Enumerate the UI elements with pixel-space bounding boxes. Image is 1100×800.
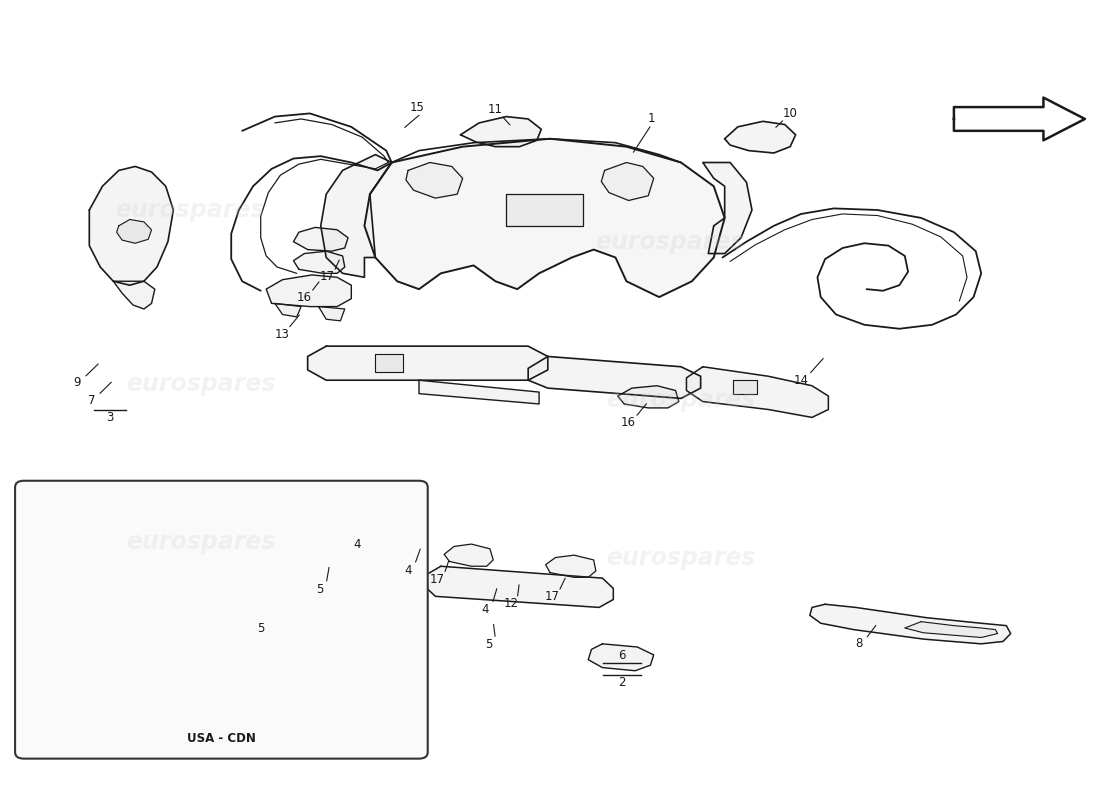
Text: 5: 5 <box>257 622 264 634</box>
Polygon shape <box>461 117 541 146</box>
Text: 4: 4 <box>482 603 490 616</box>
Text: eurospares: eurospares <box>125 372 275 396</box>
Polygon shape <box>266 275 351 306</box>
Text: eurospares: eurospares <box>606 546 756 570</box>
Polygon shape <box>546 555 596 578</box>
Text: 16: 16 <box>297 290 312 303</box>
Polygon shape <box>375 354 403 372</box>
Polygon shape <box>419 380 539 404</box>
Text: 7: 7 <box>88 394 96 406</box>
Text: eurospares: eurospares <box>116 198 264 222</box>
Text: 12: 12 <box>503 597 518 610</box>
Polygon shape <box>528 357 701 398</box>
Text: 5: 5 <box>316 582 323 596</box>
Polygon shape <box>18 558 392 618</box>
Polygon shape <box>364 138 725 297</box>
Text: USA - CDN: USA - CDN <box>187 732 256 746</box>
Polygon shape <box>319 306 344 321</box>
Polygon shape <box>588 644 653 670</box>
Text: 10: 10 <box>783 107 798 120</box>
Polygon shape <box>275 303 301 317</box>
Polygon shape <box>406 162 463 198</box>
Polygon shape <box>294 251 344 274</box>
Text: 15: 15 <box>409 102 425 114</box>
Text: eurospares: eurospares <box>595 230 745 254</box>
Polygon shape <box>102 576 141 599</box>
Text: 13: 13 <box>275 328 290 341</box>
Text: 8: 8 <box>856 638 862 650</box>
Polygon shape <box>117 219 152 243</box>
Text: 5: 5 <box>485 638 493 651</box>
Text: 17: 17 <box>544 590 560 603</box>
Polygon shape <box>89 166 174 286</box>
Text: eurospares: eurospares <box>125 530 275 554</box>
Polygon shape <box>294 227 348 251</box>
Text: 2: 2 <box>618 676 626 689</box>
Text: 6: 6 <box>618 650 626 662</box>
Text: 9: 9 <box>74 376 81 389</box>
Text: 11: 11 <box>488 103 503 116</box>
Polygon shape <box>725 122 795 153</box>
Polygon shape <box>425 566 614 607</box>
Polygon shape <box>686 366 828 418</box>
Polygon shape <box>905 622 998 638</box>
Polygon shape <box>703 162 752 254</box>
Text: 17: 17 <box>430 574 446 586</box>
Text: 4: 4 <box>353 538 361 551</box>
Text: 3: 3 <box>107 411 113 424</box>
Text: 4: 4 <box>405 564 411 577</box>
Polygon shape <box>26 526 377 558</box>
Polygon shape <box>734 380 758 394</box>
Polygon shape <box>618 386 679 408</box>
Polygon shape <box>810 604 1011 644</box>
Polygon shape <box>444 544 493 566</box>
Text: 17: 17 <box>320 270 334 283</box>
Text: eurospares: eurospares <box>606 388 756 412</box>
Polygon shape <box>602 162 653 201</box>
Polygon shape <box>113 282 155 309</box>
FancyBboxPatch shape <box>15 481 428 758</box>
Polygon shape <box>321 154 392 278</box>
Text: 14: 14 <box>793 374 808 386</box>
Polygon shape <box>168 533 195 550</box>
Text: 1: 1 <box>648 113 656 126</box>
Text: 16: 16 <box>621 417 636 430</box>
Polygon shape <box>308 346 548 380</box>
Polygon shape <box>954 98 1085 140</box>
Polygon shape <box>506 194 583 226</box>
